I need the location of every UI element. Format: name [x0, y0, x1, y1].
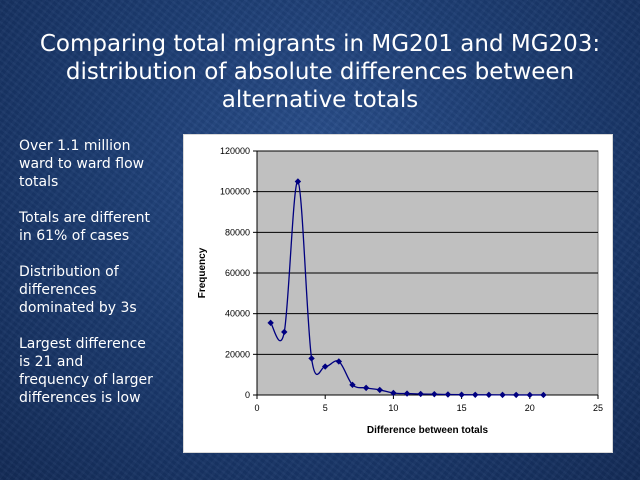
data-point — [335, 358, 343, 365]
bullet-item: Distribution of differences dominated by… — [19, 263, 184, 317]
bullet-line: dominated by 3s — [19, 300, 137, 316]
x-tick-label: 15 — [457, 403, 467, 413]
title-line: alternative totals — [221, 87, 419, 113]
data-point — [417, 390, 424, 398]
y-axis-title: Frequency — [197, 247, 208, 298]
data-point — [403, 390, 411, 397]
slide-title: Comparing total migrants in MG201 and MG… — [20, 30, 620, 114]
bullet-line: is 21 and — [19, 354, 84, 370]
y-tick-label: 120000 — [220, 146, 250, 156]
data-point — [472, 391, 479, 398]
x-tick-label: 10 — [388, 403, 398, 413]
bullet-item: Totals are different in 61% of cases — [19, 209, 184, 245]
x-tick-label: 25 — [593, 403, 603, 413]
data-point — [499, 391, 506, 399]
data-point — [444, 391, 452, 398]
bullet-line: Largest difference — [19, 336, 146, 352]
bullet-item: Over 1.1 million ward to ward flow total… — [19, 137, 184, 191]
bullet-line: in 61% of cases — [19, 228, 130, 244]
bullet-line: Over 1.1 million — [19, 138, 131, 154]
data-point — [322, 363, 329, 370]
y-tick-label: 40000 — [225, 309, 250, 319]
x-axis-title: Difference between totals — [367, 425, 489, 436]
data-point — [390, 389, 397, 397]
bullet-item: Largest difference is 21 and frequency o… — [19, 335, 184, 407]
data-point — [267, 319, 274, 327]
bullet-line: differences is low — [19, 390, 141, 406]
data-point — [362, 384, 370, 392]
y-tick-label: 20000 — [225, 349, 250, 359]
chart-panel: 0 20000 40000 60000 80000 100000 120000 0 5 10 15 2… — [183, 134, 613, 453]
data-point — [485, 391, 493, 399]
bullet-line: differences — [19, 282, 97, 298]
y-tick-label: 60000 — [225, 268, 250, 278]
y-tick-label: 80000 — [225, 227, 250, 237]
bullet-line: Totals are different — [19, 210, 150, 226]
title-line: Comparing total migrants in MG201 and MG… — [39, 31, 601, 57]
data-point — [458, 391, 465, 398]
y-tick-label: 0 — [245, 390, 250, 400]
x-tick-label: 20 — [525, 403, 535, 413]
bullet-line: Distribution of — [19, 264, 119, 280]
data-point — [308, 355, 315, 362]
bullet-line: totals — [19, 174, 59, 190]
frequency-chart: 0 20000 40000 60000 80000 100000 120000 0 5 10 15 2… — [197, 146, 603, 436]
x-tick-label: 5 — [323, 403, 328, 413]
data-point — [294, 178, 302, 185]
x-tick-label: 0 — [254, 403, 259, 413]
title-line: distribution of absolute differences bet… — [65, 59, 575, 85]
data-point — [281, 328, 288, 336]
data-point — [431, 390, 438, 398]
bullet-line: frequency of larger — [19, 372, 153, 388]
y-tick-label: 100000 — [220, 187, 250, 197]
bullet-list: Over 1.1 million ward to ward flow total… — [19, 137, 184, 425]
data-point — [376, 386, 383, 394]
series-line — [270, 180, 544, 396]
data-point — [349, 381, 356, 389]
bullet-line: ward to ward flow — [19, 156, 145, 172]
